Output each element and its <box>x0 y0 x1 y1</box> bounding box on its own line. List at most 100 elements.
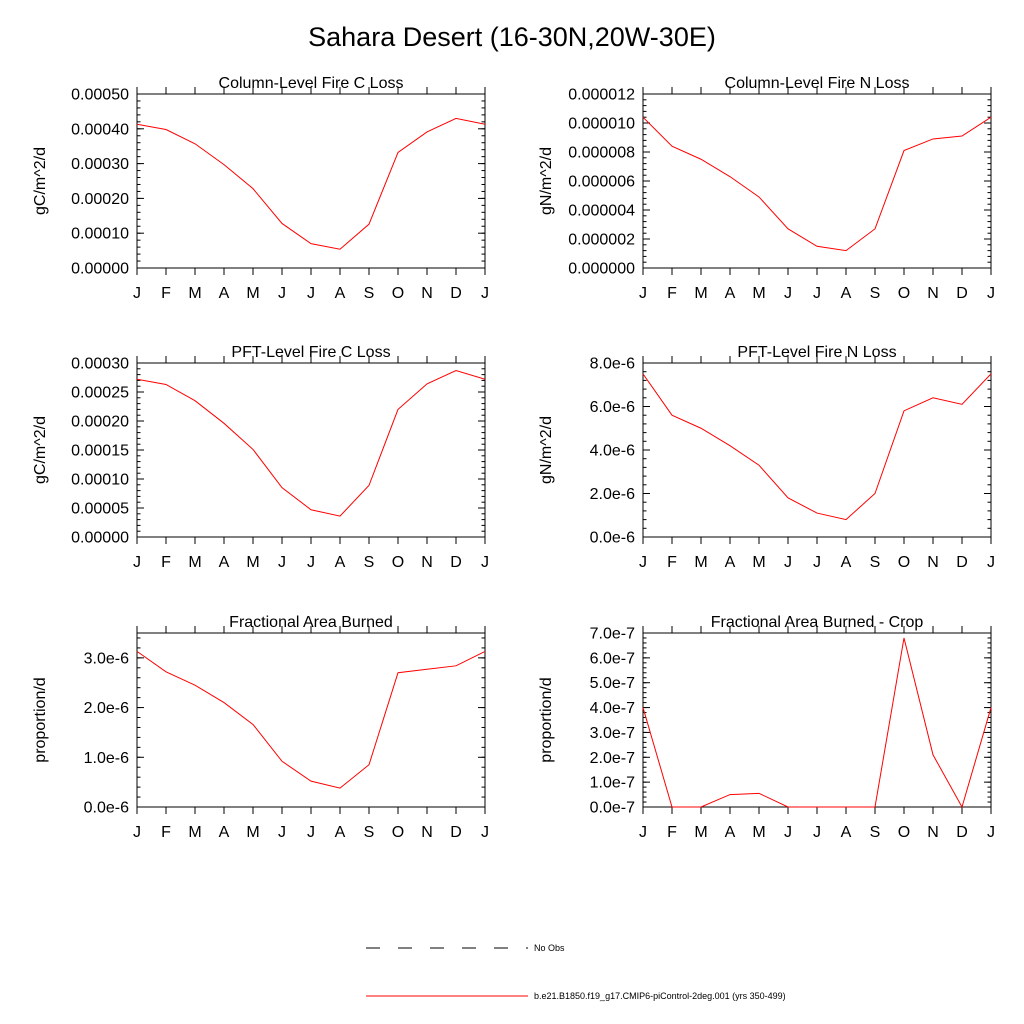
series-line <box>136 370 486 517</box>
y-tick-label: 0.00020 <box>71 191 129 208</box>
x-tick-label: J <box>784 824 792 841</box>
x-tick-label: J <box>639 285 647 302</box>
x-tick-label: M <box>694 285 707 302</box>
x-tick-label: J <box>278 554 286 571</box>
x-tick-label: J <box>784 554 792 571</box>
y-axis-label: gN/m^2/d <box>538 147 555 215</box>
x-tick-label: F <box>161 824 171 841</box>
x-tick-label: M <box>694 554 707 571</box>
x-tick-label: S <box>870 554 881 571</box>
series-line <box>642 637 992 809</box>
x-tick-label: A <box>335 824 346 841</box>
y-tick-label: 4.0e-6 <box>590 443 635 460</box>
chart-panel-3: PFT-Level Fire C Loss gC/m^2/d 0.00000 0.00… <box>32 344 489 571</box>
page-title: Sahara Desert (16-30N,20W-30E) <box>308 22 716 52</box>
x-tick-label: J <box>481 824 489 841</box>
x-tick-label: A <box>725 285 736 302</box>
x-tick-label: J <box>813 824 821 841</box>
y-tick-label: 6.0e-6 <box>590 399 635 416</box>
chart-title: PFT-Level Fire N Loss <box>737 344 896 361</box>
y-tick-label: 0.00020 <box>71 414 129 431</box>
x-tick-label: J <box>987 824 995 841</box>
x-tick-label: O <box>392 554 404 571</box>
x-tick-label: J <box>784 285 792 302</box>
x-tick-label: J <box>133 824 141 841</box>
y-tick-label: 8.0e-6 <box>590 356 635 373</box>
x-tick-label: A <box>725 554 736 571</box>
chart-title: Column-Level Fire N Loss <box>725 75 910 92</box>
x-tick-label: O <box>898 554 910 571</box>
plot-frame <box>642 362 992 538</box>
x-tick-label: D <box>956 554 968 571</box>
x-tick-label: N <box>421 554 433 571</box>
x-tick-label: F <box>667 554 677 571</box>
y-tick-label: 0.000006 <box>568 174 635 191</box>
y-tick-label: 0.000002 <box>568 232 635 249</box>
x-tick-label: M <box>246 554 259 571</box>
y-tick-label: 1.0e-7 <box>590 775 635 792</box>
x-tick-label: J <box>987 554 995 571</box>
plot-frame <box>136 362 486 538</box>
chart-title: Fractional Area Burned <box>229 614 393 631</box>
x-tick-label: S <box>364 285 375 302</box>
y-axis-label: gN/m^2/d <box>538 416 555 484</box>
x-tick-label: M <box>752 554 765 571</box>
y-tick-label: 3.0e-7 <box>590 725 635 742</box>
x-tick-label: A <box>335 554 346 571</box>
y-tick-label: 0.00000 <box>71 530 129 547</box>
x-tick-label: N <box>927 824 939 841</box>
chart-panel-4: PFT-Level Fire N Loss gN/m^2/d 0.0e-6 2.0e-… <box>538 344 995 571</box>
x-tick-label: N <box>421 285 433 302</box>
y-tick-label: 0.00040 <box>71 121 129 138</box>
chart-title: PFT-Level Fire C Loss <box>231 344 390 361</box>
y-tick-label: 5.0e-7 <box>590 675 635 692</box>
y-tick-label: 1.0e-6 <box>84 750 129 767</box>
x-tick-label: J <box>278 824 286 841</box>
x-tick-label: F <box>161 285 171 302</box>
x-tick-label: M <box>752 285 765 302</box>
x-tick-label: M <box>246 824 259 841</box>
x-tick-label: M <box>246 285 259 302</box>
y-tick-label: 0.000000 <box>568 261 635 278</box>
x-tick-label: D <box>450 554 462 571</box>
x-tick-label: F <box>161 554 171 571</box>
y-tick-label: 7.0e-7 <box>590 626 635 643</box>
y-tick-label: 2.0e-6 <box>590 486 635 503</box>
x-tick-label: M <box>752 824 765 841</box>
x-tick-label: J <box>481 554 489 571</box>
y-tick-label: 0.000008 <box>568 145 635 162</box>
chart-title: Fractional Area Burned - Crop <box>711 614 924 631</box>
y-tick-label: 2.0e-6 <box>84 700 129 717</box>
y-tick-label: 2.0e-7 <box>590 750 635 767</box>
x-tick-label: O <box>392 285 404 302</box>
y-tick-label: 0.00010 <box>71 472 129 489</box>
x-tick-label: S <box>364 554 375 571</box>
x-tick-label: N <box>927 554 939 571</box>
legend-label-model: b.e21.B1850.f19_g17.CMIP6-piControl-2deg… <box>534 991 786 1001</box>
x-tick-label: D <box>450 285 462 302</box>
y-axis-label: proportion/d <box>538 677 555 762</box>
plot-frame <box>642 93 992 269</box>
x-tick-label: J <box>813 285 821 302</box>
y-tick-label: 0.00025 <box>71 385 129 402</box>
y-tick-label: 0.00050 <box>71 87 129 104</box>
y-tick-label: 0.000010 <box>568 116 635 133</box>
y-tick-label: 0.00030 <box>71 156 129 173</box>
y-tick-label: 0.00010 <box>71 226 129 243</box>
x-tick-label: J <box>278 285 286 302</box>
x-tick-label: O <box>898 285 910 302</box>
y-axis-label: gC/m^2/d <box>32 147 49 215</box>
x-tick-label: J <box>639 554 647 571</box>
x-tick-label: M <box>188 285 201 302</box>
x-tick-label: A <box>841 285 852 302</box>
x-tick-label: N <box>421 824 433 841</box>
x-tick-label: J <box>133 554 141 571</box>
legend: No Obs b.e21.B1850.f19_g17.CMIP6-piContr… <box>366 943 786 1001</box>
x-tick-label: N <box>927 285 939 302</box>
y-tick-label: 0.00000 <box>71 261 129 278</box>
chart-panel-5: Fractional Area Burned proportion/d 0.0e-6… <box>32 614 489 841</box>
y-tick-label: 0.0e-6 <box>590 530 635 547</box>
series-line <box>136 117 486 250</box>
y-tick-label: 6.0e-7 <box>590 650 635 667</box>
